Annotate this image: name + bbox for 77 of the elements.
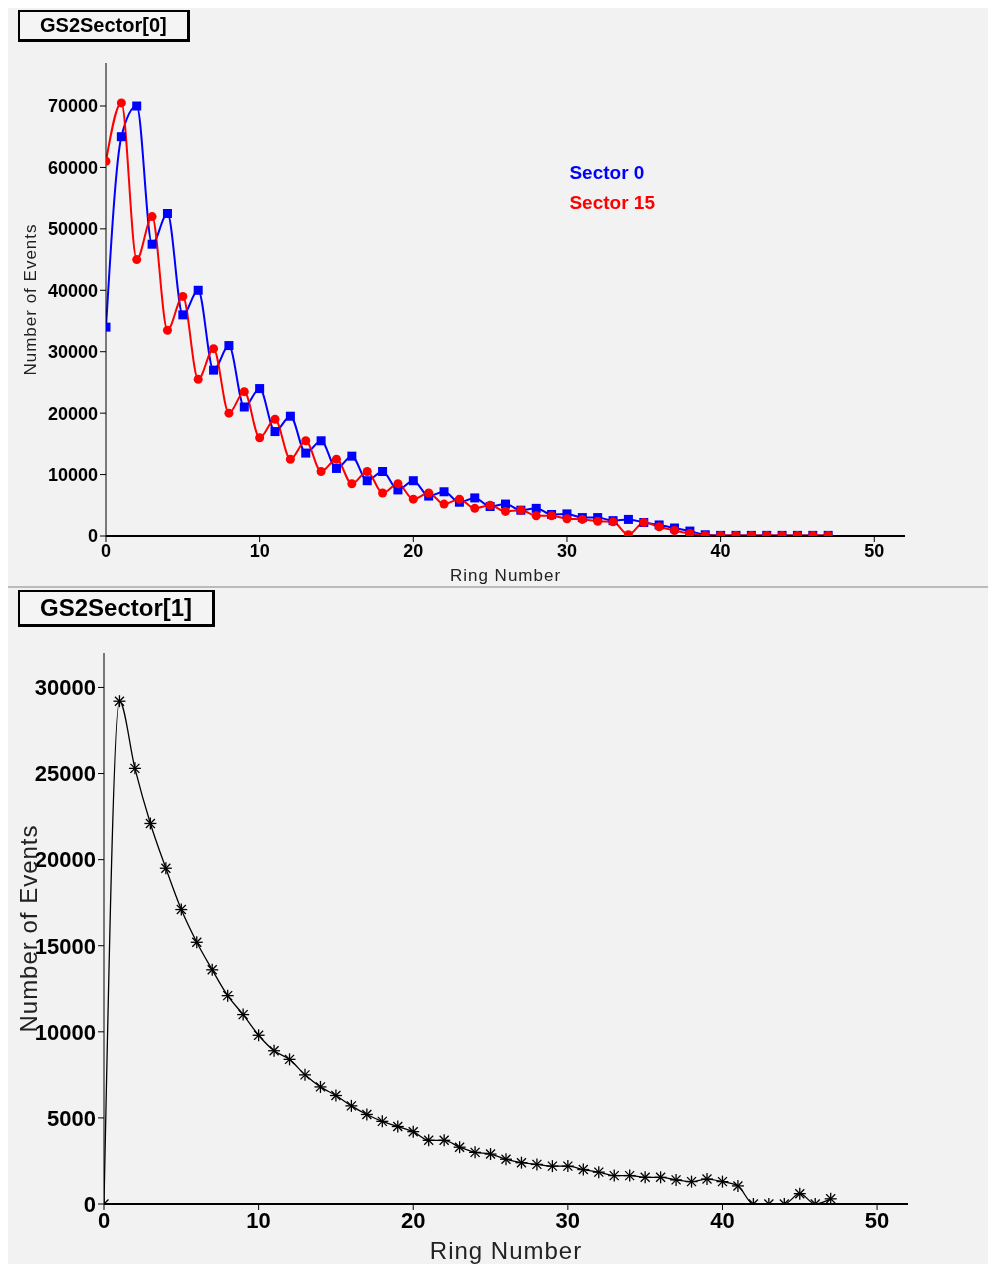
point [255,384,265,394]
y-axis-title: Number of Events [21,223,41,376]
y-tick-label: 0 [83,1191,96,1217]
point [301,436,311,446]
point [347,451,357,461]
y-tick-label: 10000 [47,464,98,485]
point [439,499,449,509]
point [285,454,295,464]
point [224,341,234,351]
point [331,463,341,473]
x-axis-title: Ring Number [429,1237,583,1264]
point [270,427,280,437]
x-tick-label: 40 [710,540,731,561]
y-tick-label: 70000 [47,96,98,117]
point [362,467,372,476]
text: Sector 15 [569,191,655,215]
y-tick-label: 60000 [47,157,98,178]
y-tick-label: 25000 [34,761,96,787]
point [470,503,480,513]
x-tick-label: 0 [100,540,112,561]
point [116,132,126,142]
x-tick-label: 20 [403,540,424,561]
point [116,98,126,108]
point [239,402,249,412]
point [224,408,234,418]
point [301,448,311,458]
chart-title: GS2Sector[1] [18,590,216,627]
point [470,493,480,503]
x-tick-label: 10 [249,540,270,561]
x-tick-label: 20 [400,1207,426,1233]
point [193,374,203,384]
point [209,365,219,375]
point [147,212,157,222]
x-tick-label: 10 [246,1207,271,1233]
point [132,101,142,111]
y-tick-label: 30000 [34,675,96,701]
point [255,433,265,443]
y-tick-label: 30000 [47,342,98,363]
point [316,436,326,446]
point [378,488,388,498]
point [193,285,203,295]
point [178,291,188,301]
y-tick-label: 5000 [47,1105,96,1131]
x-tick-label: 30 [555,1207,581,1233]
point [623,514,633,524]
point [347,479,357,489]
point [270,414,280,424]
x-tick-label: 30 [556,540,577,561]
point [408,494,418,504]
y-tick-label: 40000 [47,280,98,301]
x-tick-label: 40 [710,1207,735,1233]
x-axis-title: Ring Number [449,566,562,585]
point [162,325,172,335]
point [132,255,142,265]
point [362,476,372,486]
x-tick-label: 50 [864,1207,890,1233]
y-tick-label: 0 [87,526,98,547]
point [408,476,418,486]
point [239,387,249,397]
point [531,511,541,521]
y-tick-label: 20000 [47,403,98,424]
point [162,209,172,218]
point [501,506,510,516]
point [393,479,403,489]
point [378,467,388,476]
point [285,411,295,421]
point [147,239,157,249]
point [562,514,572,524]
point [331,454,341,464]
point [439,487,449,497]
point [178,310,188,320]
x-tick-label: 50 [864,540,885,561]
chart-title: GS2Sector[0] [18,10,190,42]
y-tick-label: 50000 [47,219,98,240]
point [209,344,219,354]
text: Sector 0 [569,161,646,185]
point [316,467,326,476]
